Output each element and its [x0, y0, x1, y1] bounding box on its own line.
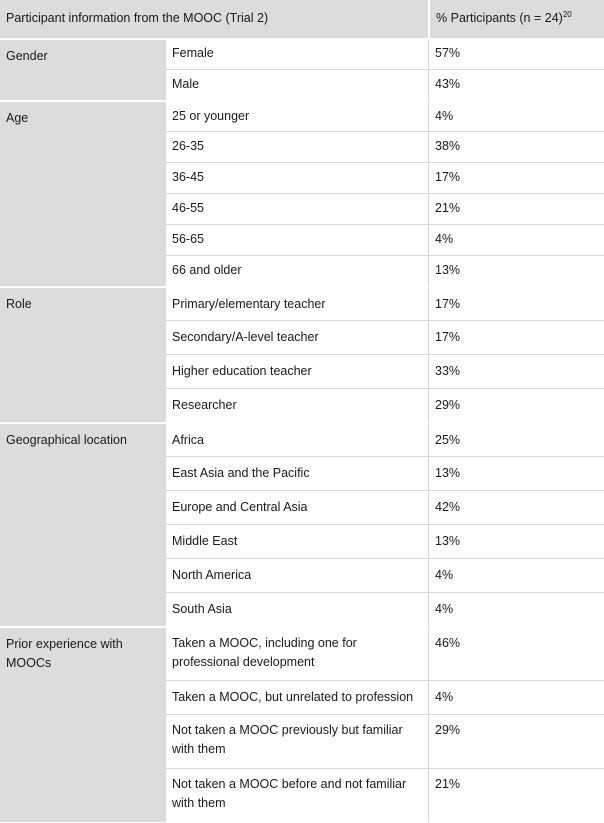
- category-prior-experience: Prior experience with MOOCs: [0, 626, 166, 822]
- row-value: 4%: [428, 592, 604, 626]
- row-value: 43%: [428, 69, 604, 100]
- row-value: 25%: [428, 422, 604, 456]
- row-value: 17%: [428, 320, 604, 354]
- row-value: 42%: [428, 490, 604, 524]
- table-row: North America 4%: [0, 558, 604, 592]
- table-row: Gender Female 57%: [0, 38, 604, 100]
- table-row: Role Primary/elementary teacher 17%: [0, 286, 604, 422]
- row-value: 17%: [428, 162, 604, 193]
- row-value: 4%: [428, 100, 604, 131]
- row-value: 17%: [428, 286, 604, 320]
- table-row: 66 and older 13%: [0, 255, 604, 286]
- row-value: 13%: [428, 456, 604, 490]
- category-geographical-location: Geographical location: [0, 422, 166, 626]
- table-header-row: Participant information from the MOOC (T…: [0, 0, 604, 38]
- category-role: Role: [0, 286, 166, 422]
- row-label: 25 or younger: [166, 100, 429, 131]
- row-label: Researcher: [166, 388, 429, 422]
- row-label: 36-45: [166, 162, 429, 193]
- row-label: Middle East: [166, 524, 429, 558]
- row-value: 4%: [428, 558, 604, 592]
- row-label: East Asia and the Pacific: [166, 456, 429, 490]
- header-footnote-marker: 20: [562, 10, 572, 19]
- table-row: Researcher 29%: [0, 388, 604, 422]
- row-value: 29%: [428, 714, 604, 768]
- row-value: 4%: [428, 224, 604, 255]
- header-percent-participants: % Participants (n = 24)20: [428, 0, 604, 38]
- row-value: 38%: [428, 131, 604, 162]
- table-row: Middle East 13%: [0, 524, 604, 558]
- row-label: North America: [166, 558, 429, 592]
- row-label: 66 and older: [166, 255, 429, 286]
- row-value: 4%: [428, 680, 604, 714]
- header-participant-info: Participant information from the MOOC (T…: [0, 0, 429, 38]
- row-label: 46-55: [166, 193, 429, 224]
- row-label: Africa: [166, 422, 429, 456]
- row-label: Taken a MOOC, but unrelated to professio…: [166, 680, 429, 714]
- table-row: 46-55 21%: [0, 193, 604, 224]
- row-value: 13%: [428, 255, 604, 286]
- category-age: Age: [0, 100, 166, 286]
- row-label: Secondary/A-level teacher: [166, 320, 429, 354]
- table-row: East Asia and the Pacific 13%: [0, 456, 604, 490]
- table-row: Europe and Central Asia 42%: [0, 490, 604, 524]
- row-value: 46%: [428, 626, 604, 680]
- table-row: Taken a MOOC, but unrelated to professio…: [0, 680, 604, 714]
- row-label: Primary/elementary teacher: [166, 286, 429, 320]
- table-row: Age 25 or younger 4%: [0, 100, 604, 286]
- row-label: 56-65: [166, 224, 429, 255]
- row-label: Taken a MOOC, including one for professi…: [166, 626, 429, 680]
- table-row: 36-45 17%: [0, 162, 604, 193]
- table-row: South Asia 4%: [0, 592, 604, 626]
- table-row: Male 43%: [0, 69, 604, 100]
- table-row: Not taken a MOOC before and not familiar…: [0, 768, 604, 822]
- row-label: Female: [166, 38, 429, 69]
- row-label: South Asia: [166, 592, 429, 626]
- row-label: 26-35: [166, 131, 429, 162]
- table-row: 26-35 38%: [0, 131, 604, 162]
- table-row: Secondary/A-level teacher 17%: [0, 320, 604, 354]
- header-percent-label: % Participants (n = 24): [436, 11, 563, 25]
- table-row: Prior experience with MOOCs Taken a MOOC…: [0, 626, 604, 822]
- row-value: 33%: [428, 354, 604, 388]
- table-row: Not taken a MOOC previously but familiar…: [0, 714, 604, 768]
- row-label: Male: [166, 69, 429, 100]
- row-value: 21%: [428, 193, 604, 224]
- category-gender: Gender: [0, 38, 166, 100]
- table-body: Gender Female 57% Male 43% Age 25 or you…: [0, 38, 604, 822]
- row-value: 21%: [428, 768, 604, 822]
- row-label: Europe and Central Asia: [166, 490, 429, 524]
- table-row: Geographical location Africa 25%: [0, 422, 604, 626]
- row-label: Not taken a MOOC before and not familiar…: [166, 768, 429, 822]
- table-row: 56-65 4%: [0, 224, 604, 255]
- table-row: Higher education teacher 33%: [0, 354, 604, 388]
- row-label: Higher education teacher: [166, 354, 429, 388]
- row-value: 29%: [428, 388, 604, 422]
- row-label: Not taken a MOOC previously but familiar…: [166, 714, 429, 768]
- row-value: 13%: [428, 524, 604, 558]
- row-value: 57%: [428, 38, 604, 69]
